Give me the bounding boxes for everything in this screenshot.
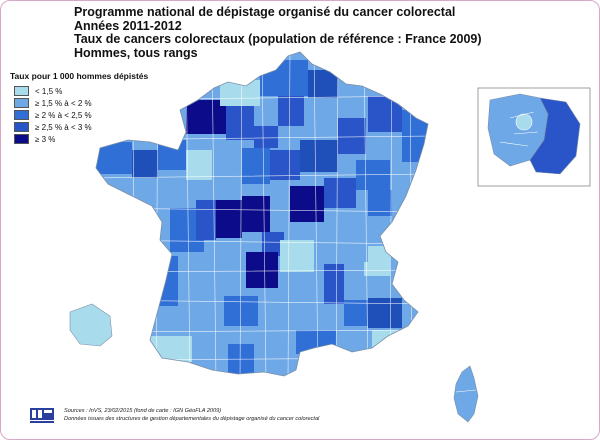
source-line-1: Sources : InVS, 23/02/2015 (fond de cart… xyxy=(64,408,222,414)
legend-title: Taux pour 1 000 hommes dépistés xyxy=(10,71,149,81)
department-region xyxy=(186,150,212,180)
map-title: Programme national de dépistage organisé… xyxy=(74,5,482,60)
legend-swatch-3 xyxy=(14,122,29,132)
legend-item: ≥ 1,5 % à < 2 % xyxy=(14,97,148,109)
legend-label-1: ≥ 1,5 % à < 2 % xyxy=(35,98,92,108)
department-region xyxy=(224,296,258,326)
legend-swatch-0 xyxy=(14,86,29,96)
legend-label-0: < 1,5 % xyxy=(35,86,63,96)
department-region xyxy=(304,100,338,140)
department-region xyxy=(150,178,186,208)
department-region xyxy=(242,148,270,184)
department-region xyxy=(254,126,278,148)
legend-item: ≥ 2,5 % à < 3 % xyxy=(14,121,148,133)
inset-region-paris xyxy=(515,113,533,131)
legend-item: ≥ 3 % xyxy=(14,133,148,145)
department-region xyxy=(270,150,300,180)
department-region xyxy=(220,80,260,106)
title-line-4: Hommes, tous rangs xyxy=(74,45,198,60)
source-line-2: Données issues des structures de gestion… xyxy=(64,416,320,422)
department-region xyxy=(150,256,178,306)
department-region xyxy=(324,264,344,304)
department-region xyxy=(324,178,356,208)
title-line-1: Programme national de dépistage organisé… xyxy=(74,5,456,19)
department-region xyxy=(338,118,366,154)
department-region xyxy=(132,150,158,178)
department-region xyxy=(338,86,368,118)
department-region xyxy=(96,142,132,174)
department-region xyxy=(344,232,368,262)
department-region xyxy=(260,60,308,96)
department-region xyxy=(242,196,270,232)
legend-swatch-2 xyxy=(14,110,29,120)
department-region xyxy=(212,140,242,174)
corsica-boundary xyxy=(455,389,477,393)
department-region xyxy=(368,96,402,132)
department-region xyxy=(216,200,242,238)
department-region xyxy=(158,140,186,170)
department-region xyxy=(192,336,228,366)
institute-logo-icon xyxy=(30,408,54,423)
department-region xyxy=(196,200,216,240)
department-region xyxy=(368,190,392,216)
department-region xyxy=(226,104,254,140)
legend-item: ≥ 2 % à < 2,5 % xyxy=(14,109,148,121)
department-region xyxy=(280,240,314,272)
department-region xyxy=(344,300,368,326)
department-region xyxy=(186,100,226,134)
legend-item: < 1,5 % xyxy=(14,85,148,97)
corsica-region xyxy=(453,365,479,423)
department-region xyxy=(290,186,324,222)
department-region xyxy=(278,96,304,126)
source-note: Sources : InVS, 23/02/2015 (fond de cart… xyxy=(64,407,319,423)
title-line-2: Années 2011-2012 xyxy=(74,18,182,33)
department-region xyxy=(368,298,402,328)
department-region xyxy=(296,330,336,354)
france-outline xyxy=(95,51,429,377)
legend-swatch-1 xyxy=(14,98,29,108)
legend-label-3: ≥ 2,5 % à < 3 % xyxy=(35,122,92,132)
title-line-3: Taux de cancers colorectaux (population … xyxy=(74,32,482,47)
legend-label-4: ≥ 3 % xyxy=(35,134,56,144)
legend-label-2: ≥ 2 % à < 2,5 % xyxy=(35,110,92,120)
inset-region-east xyxy=(529,97,581,175)
department-region xyxy=(262,232,284,256)
department-region xyxy=(262,300,292,328)
department-region xyxy=(246,252,278,288)
department-region xyxy=(254,340,296,376)
legend: Taux pour 1 000 hommes dépistés < 1,5 % … xyxy=(10,71,148,145)
offshore-region xyxy=(69,303,113,347)
department-region xyxy=(372,330,402,352)
department-region xyxy=(300,140,338,172)
inset-boundaries xyxy=(499,111,539,147)
department-region xyxy=(220,238,246,264)
legend-swatch-4 xyxy=(14,134,29,144)
